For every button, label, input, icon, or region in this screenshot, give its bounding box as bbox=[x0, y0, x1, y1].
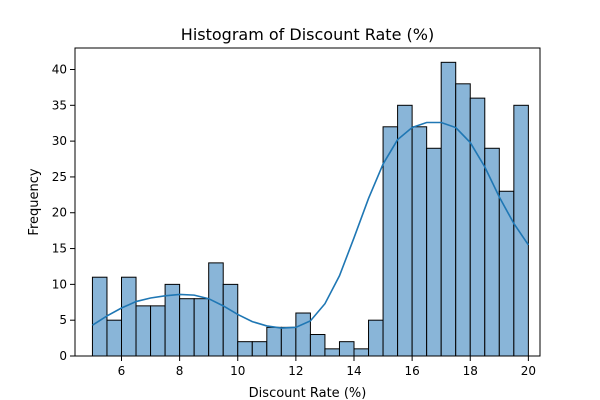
bars-layer bbox=[91, 61, 529, 357]
x-tick-label: 12 bbox=[288, 364, 303, 378]
kde-curve bbox=[92, 121, 530, 329]
x-tick-label: 16 bbox=[404, 364, 419, 378]
histogram-bar-8 bbox=[208, 262, 224, 357]
y-tick-label: 25 bbox=[52, 170, 67, 184]
y-axis-label: Frequency bbox=[27, 168, 42, 235]
y-tick-label: 0 bbox=[59, 349, 67, 363]
y-axis: 0 5 10 15 20 25 30 35 40 bbox=[52, 62, 75, 363]
histogram-bar-2 bbox=[121, 276, 137, 357]
histogram-bar-19 bbox=[368, 319, 384, 357]
y-tick-label: 20 bbox=[52, 206, 67, 220]
x-tick-label: 18 bbox=[463, 364, 478, 378]
histogram-bar-7 bbox=[193, 298, 210, 357]
histogram-bar-10 bbox=[237, 341, 253, 357]
histogram-bar-26 bbox=[469, 97, 486, 357]
histogram-bar-17 bbox=[338, 341, 355, 357]
histogram-bar-11 bbox=[251, 341, 268, 357]
histogram-bar-15 bbox=[309, 334, 326, 357]
histogram-bar-25 bbox=[455, 83, 471, 357]
histogram-bar-6 bbox=[179, 298, 195, 357]
histogram-bar-3 bbox=[135, 305, 152, 357]
y-tick-label: 40 bbox=[52, 62, 67, 76]
histogram-bar-18 bbox=[353, 348, 370, 357]
y-tick-label: 10 bbox=[52, 277, 67, 291]
histogram-bar-22 bbox=[411, 126, 428, 357]
histogram-bar-21 bbox=[397, 104, 413, 357]
histogram-bar-16 bbox=[324, 348, 340, 357]
histogram-bar-27 bbox=[484, 147, 500, 357]
histogram-bar-14 bbox=[295, 312, 311, 357]
plot-frame bbox=[74, 47, 541, 357]
y-tick-label: 5 bbox=[59, 313, 67, 327]
histogram-bar-28 bbox=[498, 190, 515, 357]
chart-title: Histogram of Discount Rate (%) bbox=[181, 25, 434, 44]
x-tick-label: 10 bbox=[230, 364, 245, 378]
histogram-bar-1 bbox=[106, 319, 122, 357]
x-tick-label: 20 bbox=[521, 364, 536, 378]
y-tick-label: 15 bbox=[52, 242, 67, 256]
x-tick-label: 6 bbox=[118, 364, 126, 378]
histogram-bar-23 bbox=[426, 147, 442, 357]
x-axis-label: Discount Rate (%) bbox=[249, 386, 367, 400]
y-tick-label: 30 bbox=[52, 134, 67, 148]
x-axis: 6 8 10 12 14 16 18 20 bbox=[118, 356, 536, 378]
x-tick-label: 8 bbox=[176, 364, 184, 378]
x-tick-label: 14 bbox=[346, 364, 361, 378]
histogram-bar-24 bbox=[440, 61, 457, 357]
y-tick-label: 35 bbox=[52, 98, 67, 112]
histogram-bar-9 bbox=[222, 283, 239, 357]
histogram-bar-29 bbox=[513, 104, 529, 357]
histogram-bar-12 bbox=[266, 326, 282, 357]
histogram-bar-13 bbox=[280, 326, 297, 357]
histogram-bar-4 bbox=[150, 305, 166, 357]
